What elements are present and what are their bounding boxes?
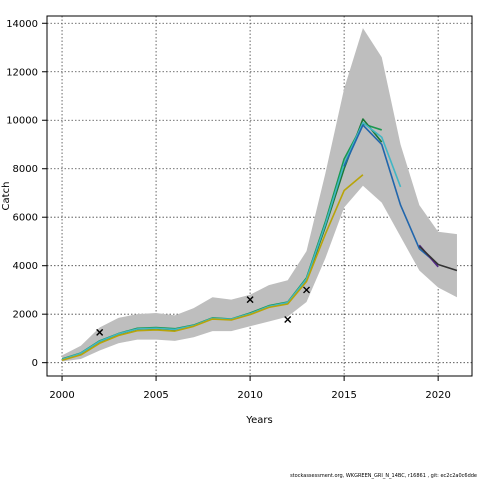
y-tick-label: 6000 (13, 213, 38, 224)
marker-stroke (96, 328, 104, 336)
y-tick-label: 14000 (6, 19, 38, 30)
y-tick-label: 2000 (13, 310, 38, 321)
y-tick-label: 4000 (13, 261, 38, 272)
y-tick-label: 12000 (6, 67, 38, 78)
series-line (61, 174, 364, 362)
series-line (343, 124, 439, 266)
grid-lines (47, 16, 472, 376)
y-axis: 0 2000 4000 6000 8000 10000 12000 14000 (6, 19, 47, 369)
observation-marker (284, 316, 292, 324)
confidence-band (62, 28, 457, 362)
observation-marker (303, 286, 311, 294)
observation-markers (96, 286, 311, 336)
y-tick-label: 10000 (6, 116, 38, 127)
x-axis: 2000 2005 2010 2015 2020 (49, 376, 451, 401)
footer-note: stockassessment.org, WKGREEN_GRI_N_14BC,… (290, 473, 477, 479)
series-line (418, 245, 458, 272)
y-tick-label: 8000 (13, 164, 38, 175)
x-tick-label: 2020 (425, 390, 450, 401)
y-tick-label: 0 (32, 358, 38, 369)
series-lines (61, 118, 458, 362)
x-axis-title: Years (245, 415, 272, 426)
observation-marker (96, 328, 104, 336)
observation-marker (246, 296, 254, 304)
plot-frame (46, 15, 473, 377)
y-axis-title: Catch (1, 182, 12, 211)
marker-stroke (246, 296, 254, 304)
x-tick-label: 2005 (143, 390, 168, 401)
uncertainty-band (62, 28, 457, 362)
marker-stroke (303, 286, 311, 294)
x-tick-label: 2010 (237, 390, 262, 401)
x-tick-label: 2000 (49, 390, 74, 401)
x-tick-label: 2015 (331, 390, 356, 401)
marker-stroke (284, 316, 292, 324)
